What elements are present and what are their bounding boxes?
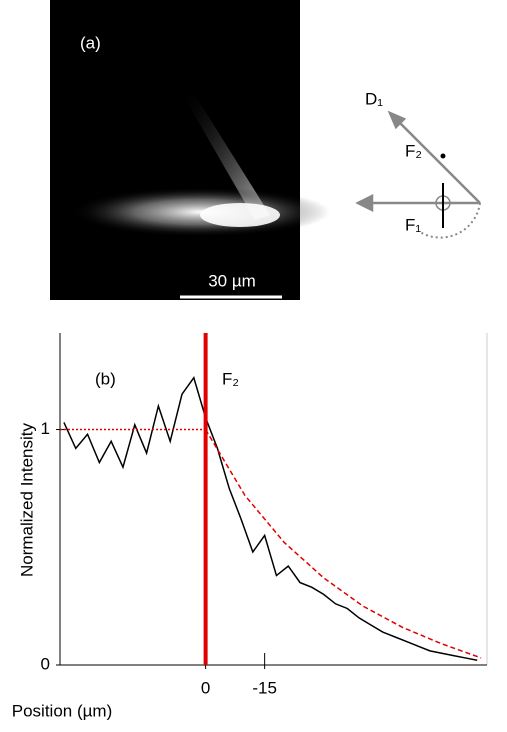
y-tick-label: 0 bbox=[41, 654, 50, 673]
annotation: F₂ bbox=[222, 369, 239, 388]
diagram-label: F₁ bbox=[405, 215, 421, 234]
x-axis-label: Position (µm) bbox=[12, 701, 112, 720]
panel-label: (b) bbox=[95, 369, 116, 388]
data-line bbox=[63, 376, 478, 662]
panel-a-image: (a) 30 µm bbox=[50, 0, 330, 300]
x-tick-label: -15 bbox=[252, 678, 277, 697]
data-line bbox=[204, 429, 482, 659]
diagram-label: D₁ bbox=[365, 89, 383, 108]
y-tick-label: 1 bbox=[41, 419, 50, 438]
diagram-label: F₂ bbox=[405, 141, 422, 160]
x-tick-label: 0 bbox=[201, 678, 210, 697]
panel-label: (a) bbox=[80, 33, 101, 52]
diagram bbox=[355, 110, 481, 239]
y-axis-label: Normalized Intensity bbox=[17, 423, 36, 578]
scale-bar-label: 30 µm bbox=[208, 271, 256, 290]
